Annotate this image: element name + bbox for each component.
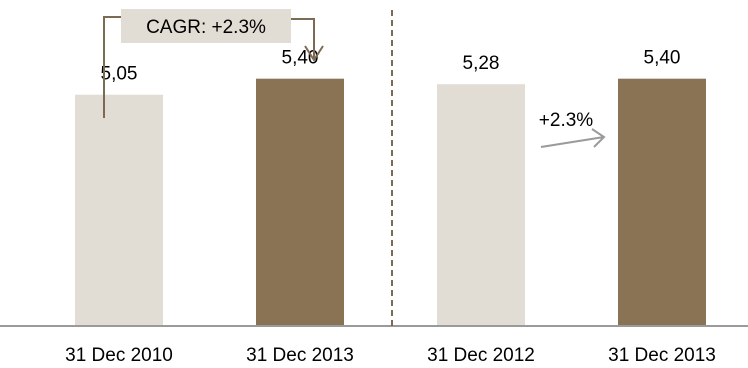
cagr-label: CAGR: +2.3%	[146, 17, 266, 38]
category-label-1: 31 Dec 2010	[65, 345, 173, 366]
growth-arrow-line	[540, 136, 605, 148]
category-labels-group: 31 Dec 2010 31 Dec 2013 31 Dec 2012 31 Dec …	[65, 345, 716, 366]
cagr-arrowhead	[304, 45, 324, 62]
growth-arrowhead	[591, 128, 606, 148]
bar-2	[256, 78, 344, 327]
category-label-3: 31 Dec 2012	[427, 345, 535, 366]
cagr-bracket-line	[103, 16, 123, 118]
growth-annotation: +2.3%	[539, 110, 606, 148]
category-label-2: 31 Dec 2013	[246, 345, 354, 366]
bar-1	[75, 94, 163, 326]
bars-group	[75, 78, 706, 327]
value-label-4: 5,40	[644, 48, 681, 69]
cagr-bracket-line-right	[291, 18, 315, 60]
cagr-label-box	[121, 9, 291, 43]
cagr-annotation: CAGR: +2.3%	[103, 9, 324, 118]
value-labels-group: 5,055,40 5,28 5,40	[101, 48, 681, 85]
bar-3	[437, 84, 525, 326]
bar-4	[618, 78, 706, 327]
growth-label: +2.3%	[539, 110, 594, 131]
value-label-1: 5,05	[101, 64, 138, 85]
value-label-3: 5,28	[463, 53, 500, 74]
category-label-4: 31 Dec 2013	[608, 345, 716, 366]
